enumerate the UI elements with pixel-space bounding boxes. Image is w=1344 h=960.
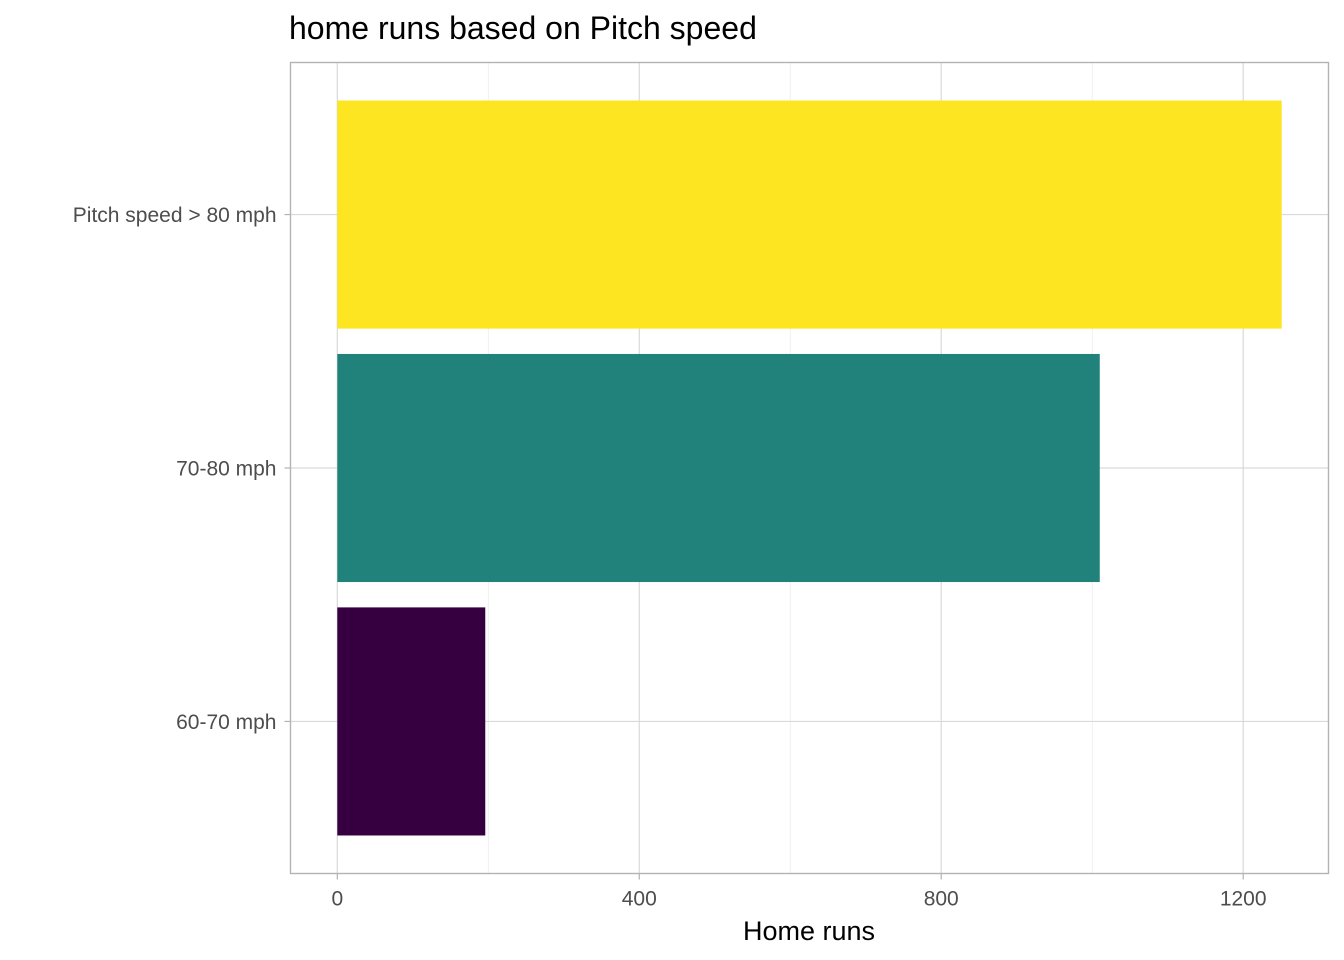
- bars: [337, 100, 1282, 836]
- bar-60-70-mph: [337, 607, 486, 836]
- bar-70-80-mph: [337, 353, 1100, 583]
- y-tick-label: 60-70 mph: [176, 711, 276, 734]
- x-tick-label: 400: [622, 888, 657, 911]
- x-tick-label: 1200: [1220, 888, 1267, 911]
- x-axis: 0 400 800 1200: [331, 873, 1267, 911]
- bar-pitch-speed-80-mph: [337, 100, 1282, 329]
- chart-title: home runs based on Pitch speed: [289, 10, 757, 46]
- x-tick-label: 0: [331, 888, 343, 911]
- y-tick-label: 70-80 mph: [176, 458, 276, 481]
- x-tick-label: 800: [924, 888, 959, 911]
- x-axis-title: Home runs: [743, 916, 875, 946]
- y-axis: 60-70 mph 70-80 mph Pitch speed > 80 mph: [73, 204, 291, 734]
- y-tick-label: Pitch speed > 80 mph: [73, 204, 277, 227]
